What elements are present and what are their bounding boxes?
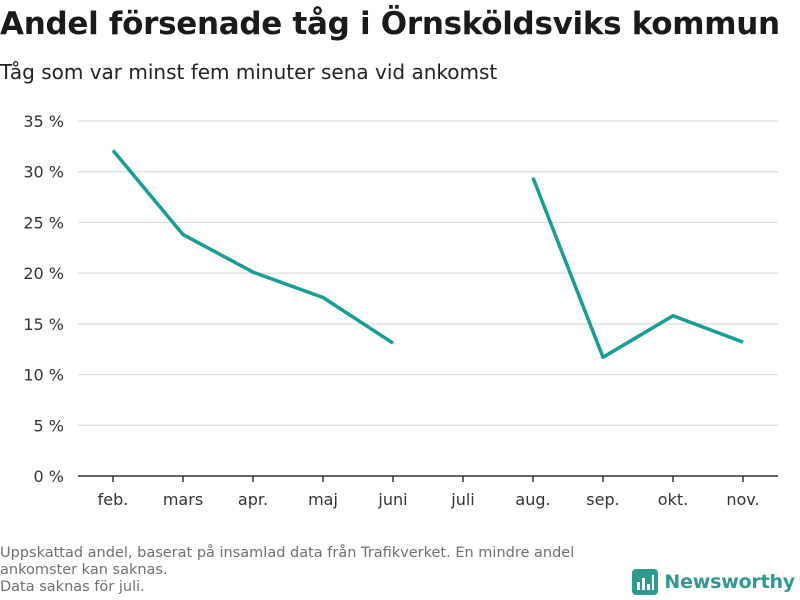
y-tick-label: 10 %: [23, 366, 64, 385]
x-tick-label: maj: [308, 490, 338, 509]
y-tick-label: 35 %: [23, 112, 64, 131]
footnote-line: Data saknas för juli.: [0, 579, 145, 595]
x-tick-label: sep.: [586, 490, 619, 509]
chart-title: Andel försenade tåg i Örnsköldsviks komm…: [0, 6, 780, 42]
x-tick-label: apr.: [238, 490, 268, 509]
x-tick-label: mars: [163, 490, 203, 509]
footnote: Uppskattad andel, baserat på insamlad da…: [0, 545, 630, 596]
x-tick-label: okt.: [658, 490, 688, 509]
y-tick-label: 0 %: [34, 467, 64, 486]
x-axis-tick-labels: feb. mars apr. maj juni juli aug. sep. okt. nov.: [98, 490, 760, 509]
y-tick-label: 15 %: [23, 315, 64, 334]
chart-subtitle: Tåg som var minst fem minuter sena vid a…: [0, 60, 498, 84]
x-tick-label: juni: [377, 490, 407, 509]
x-tick-label: nov.: [726, 490, 759, 509]
line-chart: 0 % 5 % 10 % 15 % 20 % 25 % 30 % 35 % feb. mars a…: [23, 112, 778, 509]
footnote-line: ankomster kan saknas.: [0, 562, 168, 578]
x-tick-label: feb.: [98, 490, 129, 509]
x-tick-label: juli: [450, 490, 474, 509]
newsworthy-logo-icon: [632, 569, 659, 595]
brand-logo: Newsworthy: [632, 569, 795, 595]
y-axis-tick-labels: 0 % 5 % 10 % 15 % 20 % 25 % 30 % 35 %: [23, 112, 64, 486]
series-line-segment: [111, 149, 394, 345]
x-tick-label: aug.: [515, 490, 550, 509]
y-tick-label: 30 %: [23, 163, 64, 182]
series-lines: [111, 149, 744, 360]
brand-name: Newsworthy: [664, 571, 795, 593]
x-axis: [78, 475, 778, 482]
y-tick-label: 20 %: [23, 264, 64, 283]
series-line-segment: [531, 177, 744, 360]
footnote-line: Uppskattad andel, baserat på insamlad da…: [0, 545, 575, 561]
gridlines: [78, 120, 778, 426]
y-tick-label: 5 %: [34, 416, 64, 435]
y-tick-label: 25 %: [23, 213, 64, 232]
